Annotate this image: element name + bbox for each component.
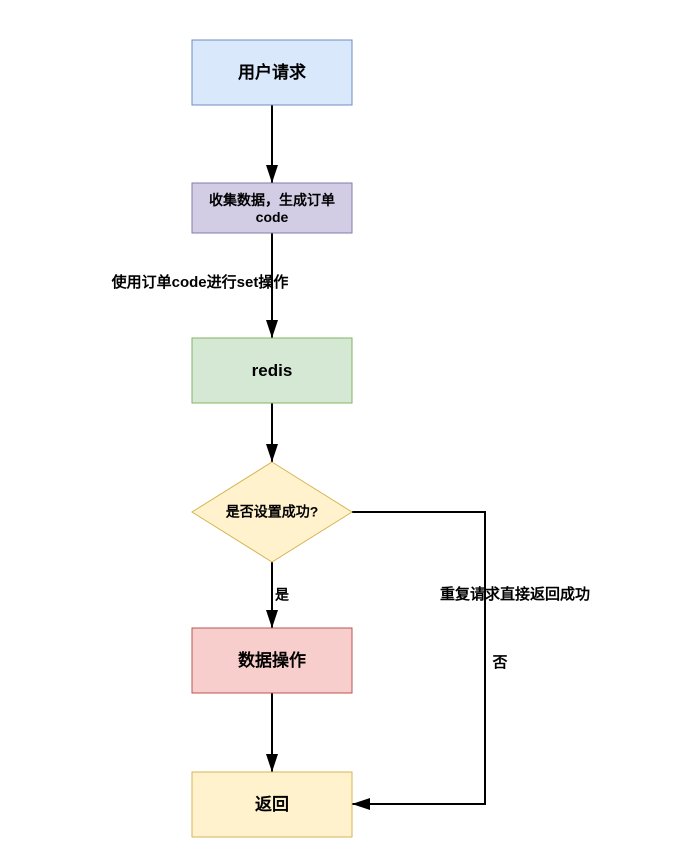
node-user_request: 用户请求 [192,40,352,105]
edge-label-e4_yes: 是 [275,587,290,603]
node-label-redis: redis [252,361,293,380]
edge-label-side-e6_no: 否 [491,654,507,671]
node-redis: redis [192,338,352,403]
node-label-data_op: 数据操作 [238,650,306,670]
node-return: 返回 [192,772,352,837]
node-data_op: 数据操作 [192,628,352,693]
edge-label-top-e6_no: 重复请求直接返回成功 [440,585,590,603]
node-label-decision: 是否设置成功? [226,504,319,520]
node-label-return: 返回 [255,795,289,814]
edge-label-e2: 使用订单code进行set操作 [111,273,289,291]
node-collect_data: 收集数据，生成订单code [192,183,352,233]
edge-e6_no [352,512,485,804]
flowchart-canvas: 使用订单code进行set操作是 重复请求直接返回成功否 用户请求收集数据，生成订单… [0,0,680,862]
node-label-user_request: 用户请求 [238,62,306,82]
node-decision: 是否设置成功? [192,462,352,562]
